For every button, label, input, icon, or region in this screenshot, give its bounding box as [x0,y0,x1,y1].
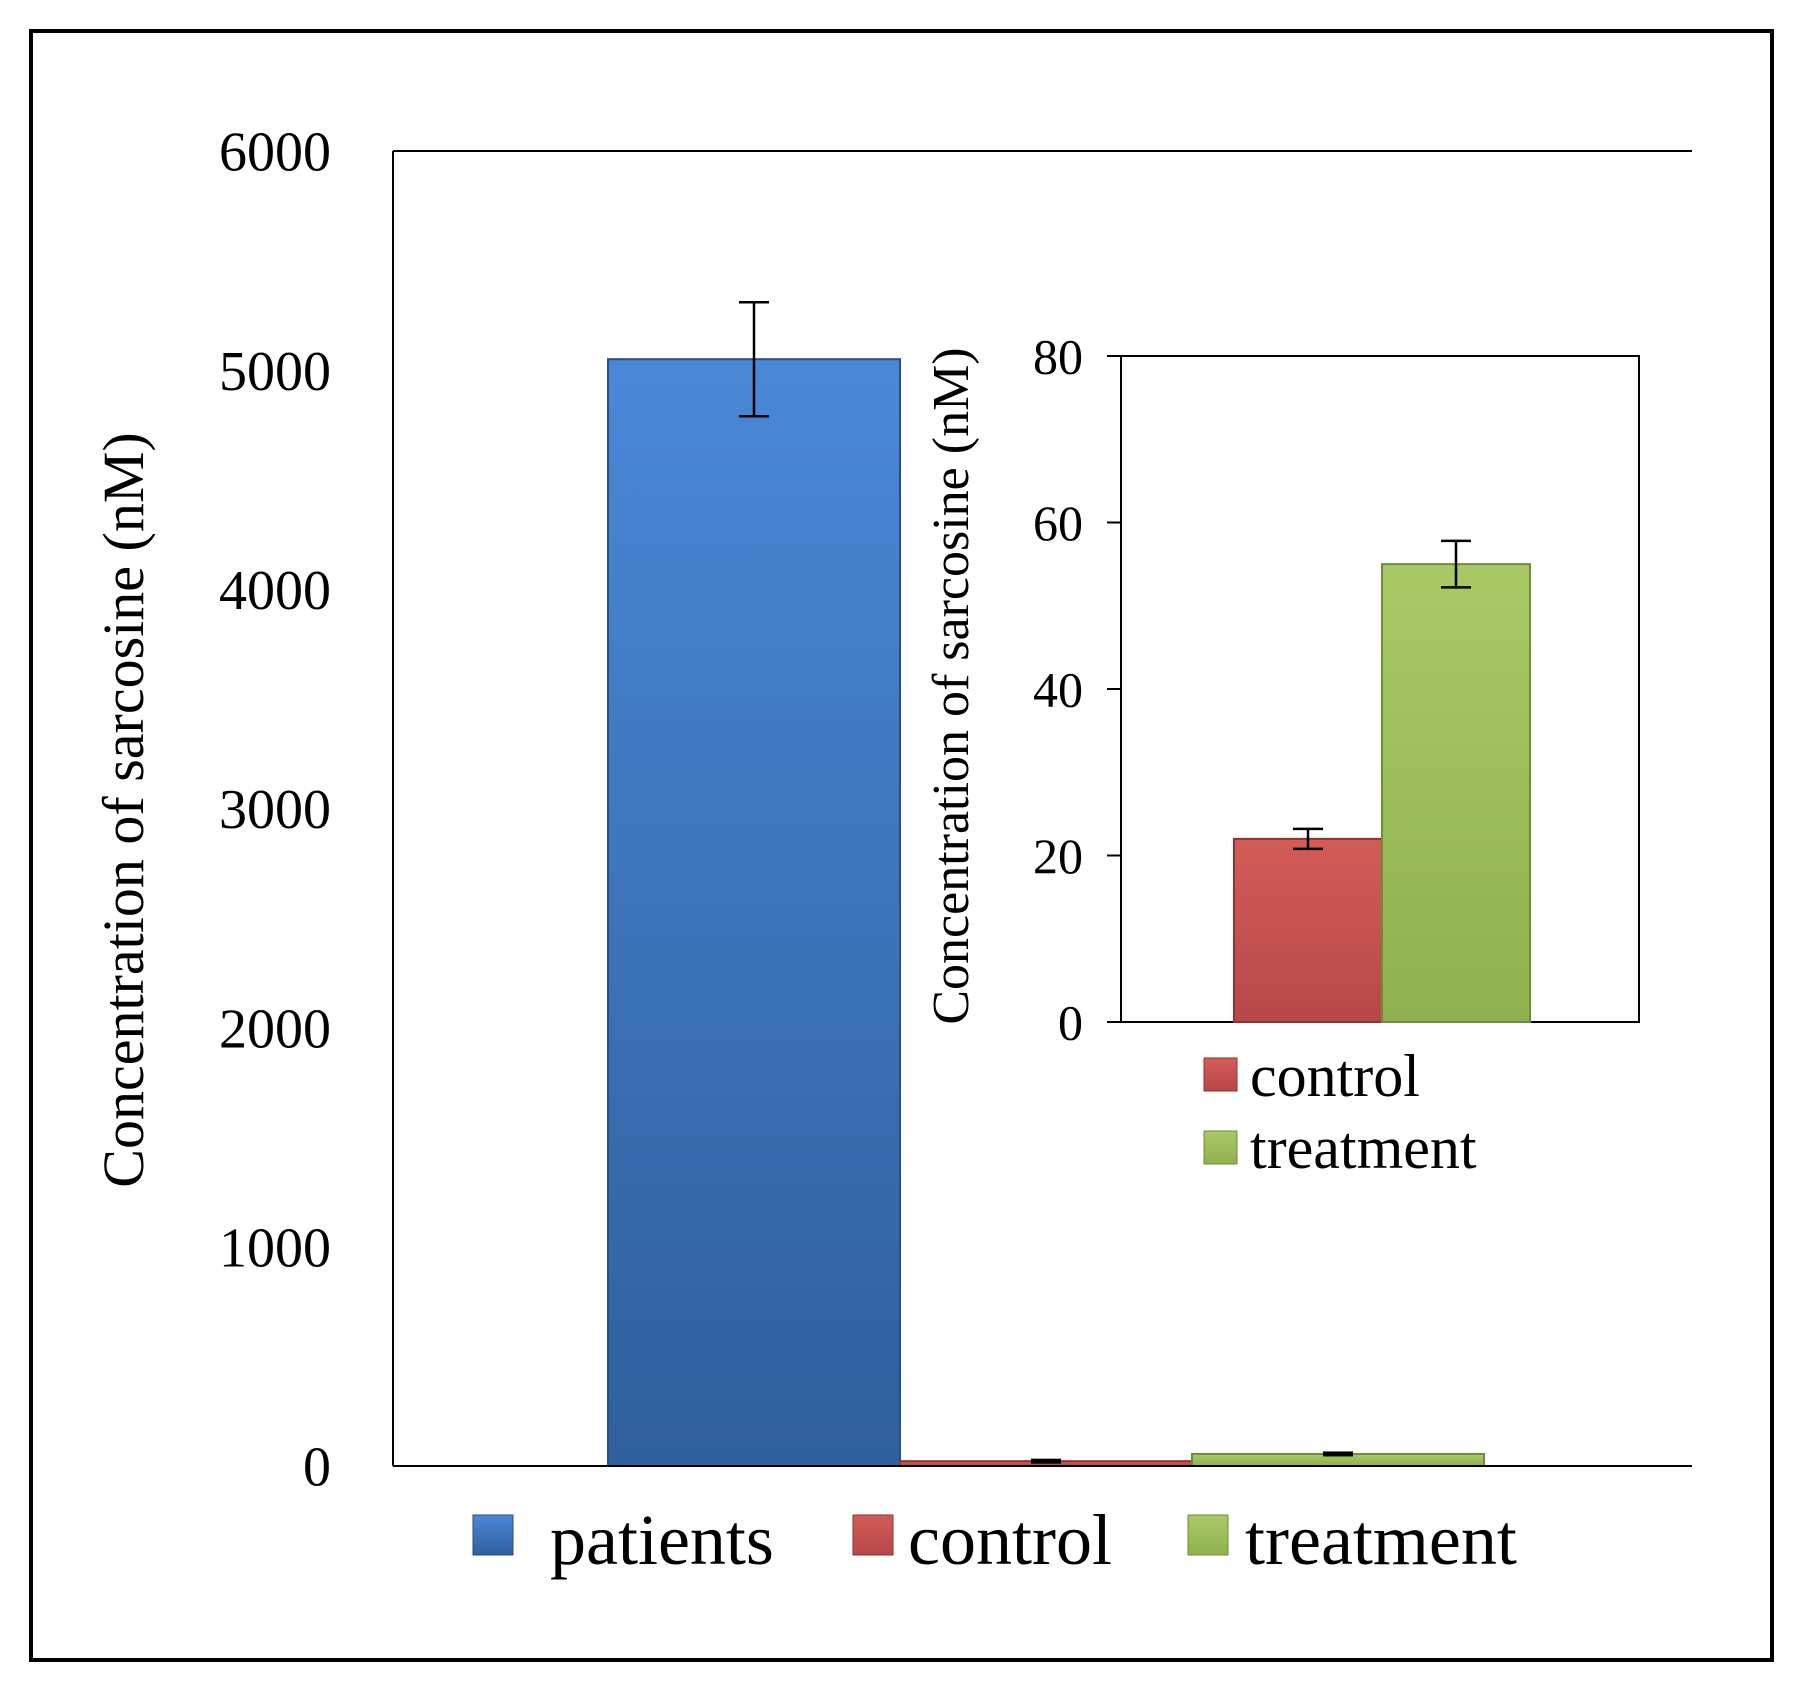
inset-legend-label-control: control [1250,1043,1420,1109]
main-y-tick-label: 0 [303,1437,331,1499]
main-chart: Concentration of sarcosine (nM) 01000200… [91,122,1692,1580]
inset-y-tick-label: 0 [1058,995,1083,1051]
inset-chart: Concentration of sarcosine (nM) 0 20 40 60 8… [923,329,1640,1181]
main-y-ticks: 0 1000 2000 3000 4000 5000 6000 [219,122,331,1499]
legend-label-control: control [908,1500,1112,1580]
inset-legend-swatch-treatment [1203,1130,1238,1165]
inset-y-tick-label: 60 [1033,495,1083,551]
inset-bar-treatment [1381,563,1531,1023]
inset-y-tick-label: 20 [1033,828,1083,884]
inset-legend-swatch-control [1203,1057,1238,1092]
main-error-bar-control [1031,1458,1061,1464]
main-error-bars [739,300,1353,1464]
main-y-tick-label: 5000 [219,341,331,403]
main-y-axis-title: Concentration of sarcosine (nM) [91,432,156,1187]
main-bar-patients [607,358,901,1467]
main-legend: patients control treatment [472,1500,1517,1580]
main-error-bar-treatment [1323,1451,1353,1457]
legend-label-patients: patients [550,1500,774,1580]
main-y-tick-label: 1000 [219,1217,331,1279]
main-y-tick-label: 6000 [219,122,331,184]
inset-error-bars [1293,539,1471,851]
inset-y-axis-title: Concentration of sarcosine (nM) [923,347,980,1024]
main-bars [607,358,1485,1468]
legend-swatch-patients [472,1514,514,1556]
inset-legend-label-treatment: treatment [1250,1115,1477,1181]
inset-bars [1233,563,1531,1023]
legend-swatch-control [852,1514,894,1556]
legend-label-treatment: treatment [1245,1500,1517,1580]
inset-y-tick-label: 80 [1033,329,1083,385]
inset-y-ticks: 0 20 40 60 80 [1033,329,1121,1051]
legend-swatch-treatment [1187,1514,1229,1556]
inset-bar-control [1233,837,1383,1023]
main-y-tick-label: 4000 [219,560,331,622]
inset-legend: control treatment [1203,1043,1477,1181]
inset-y-tick-label: 40 [1033,662,1083,718]
main-y-tick-label: 3000 [219,779,331,841]
main-y-tick-label: 2000 [219,998,331,1060]
